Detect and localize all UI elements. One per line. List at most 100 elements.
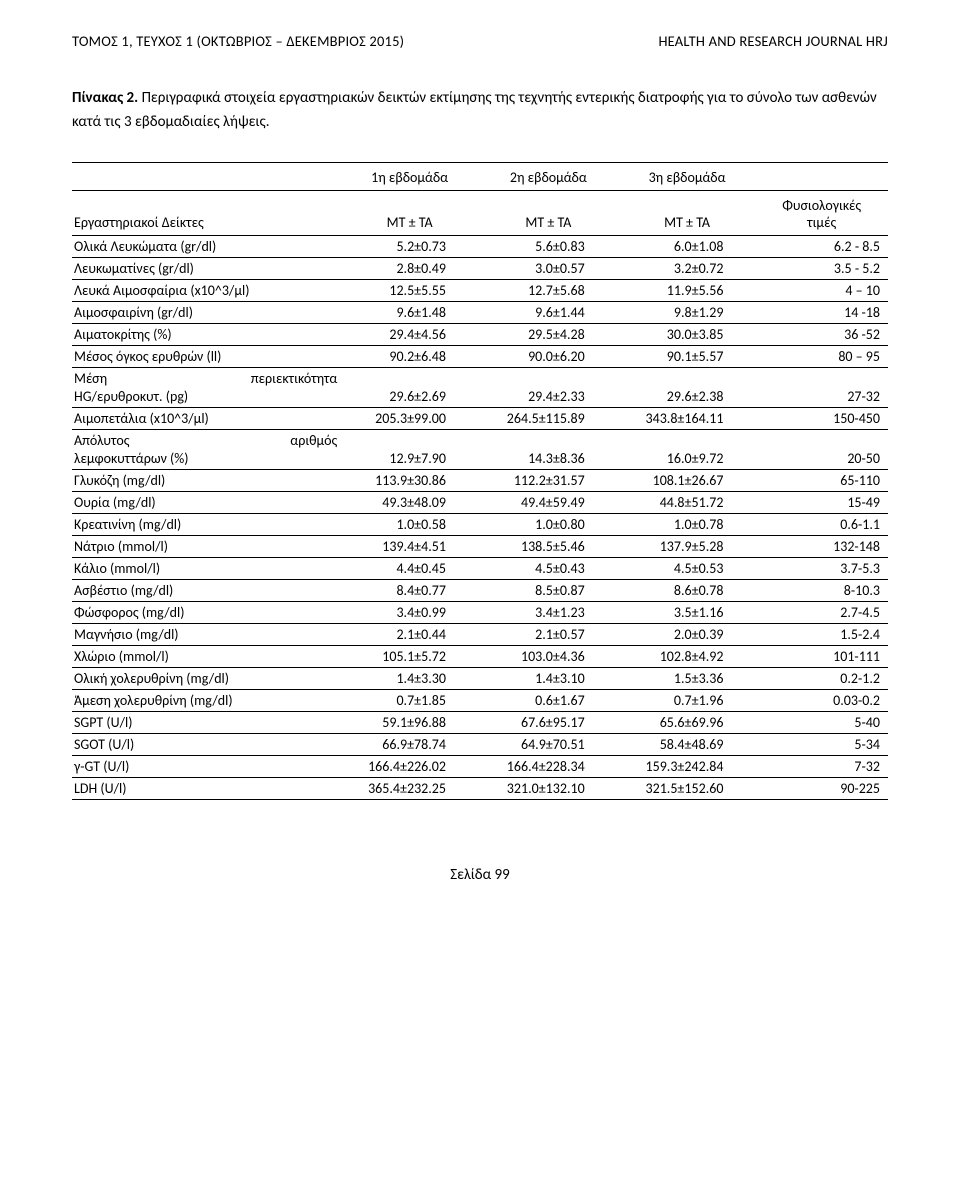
row-value: 29.4±4.56 xyxy=(341,324,480,346)
row-value: 205.3±99.00 xyxy=(341,408,480,430)
row-value: 3.4±1.23 xyxy=(480,602,619,624)
table-row: Χλώριο (mmol/l)105.1±5.72103.0±4.36102.8… xyxy=(72,646,888,668)
row-value: 166.4±228.34 xyxy=(480,756,619,778)
row-value: 105.1±5.72 xyxy=(341,646,480,668)
row-label: SGPT (U/l) xyxy=(72,712,341,734)
table-row: Μαγνήσιο (mg/dl)2.1±0.442.1±0.572.0±0.39… xyxy=(72,624,888,646)
row-value: 29.4±2.33 xyxy=(480,368,619,408)
row-label: Αιμοπετάλια (x10^3/μl) xyxy=(72,408,341,430)
row-label: Φώσφορος (mg/dl) xyxy=(72,602,341,624)
row-value: 90.0±6.20 xyxy=(480,346,619,368)
row-value: 3.2±0.72 xyxy=(619,258,758,280)
row-value: 66.9±78.74 xyxy=(341,734,480,756)
row-value: 1.4±3.30 xyxy=(341,668,480,690)
row-normal: 20-50 xyxy=(757,430,888,470)
header-left: ΤΟΜΟΣ 1, ΤΕΥΧΟΣ 1 (ΟΚΤΩΒΡΙΟΣ – ΔΕΚΕΜΒΡΙΟ… xyxy=(72,32,404,50)
row-value: 90.1±5.57 xyxy=(619,346,758,368)
row-label: Αιμοσφαιρίνη (gr/dl) xyxy=(72,302,341,324)
row-normal: 0.03-0.2 xyxy=(757,690,888,712)
row-value: 113.9±30.86 xyxy=(341,470,480,492)
table-row: SGOT (U/l)66.9±78.7464.9±70.5158.4±48.69… xyxy=(72,734,888,756)
table-row: Αιμοσφαιρίνη (gr/dl)9.6±1.489.6±1.449.8±… xyxy=(72,302,888,324)
row-value: 321.0±132.10 xyxy=(480,778,619,800)
row-value: 3.0±0.57 xyxy=(480,258,619,280)
row-value: 264.5±115.89 xyxy=(480,408,619,430)
page-footer: Σελίδα 99 xyxy=(72,866,888,884)
col-indicators: Εργαστηριακοί Δείκτες xyxy=(72,191,341,236)
table-row: Ολική χολερυθρίνη (mg/dl)1.4±3.301.4±3.1… xyxy=(72,668,888,690)
row-normal: 65-110 xyxy=(757,470,888,492)
table-row: Αιματοκρίτης (%)29.4±4.5629.5±4.2830.0±3… xyxy=(72,324,888,346)
row-value: 166.4±226.02 xyxy=(341,756,480,778)
row-value: 159.3±242.84 xyxy=(619,756,758,778)
row-normal: 15-49 xyxy=(757,492,888,514)
row-label: γ-GT (U/l) xyxy=(72,756,341,778)
row-value: 108.1±26.67 xyxy=(619,470,758,492)
col-mt2: ΜΤ ± ΤΑ xyxy=(480,191,619,236)
row-value: 29.6±2.69 xyxy=(341,368,480,408)
row-value: 12.9±7.90 xyxy=(341,430,480,470)
row-label: SGOT (U/l) xyxy=(72,734,341,756)
row-value: 11.9±5.56 xyxy=(619,280,758,302)
table-row: Νάτριο (mmol/l)139.4±4.51138.5±5.46137.9… xyxy=(72,536,888,558)
table-row: Λευκά Αιμοσφαίρια (x10^3/μl)12.5±5.5512.… xyxy=(72,280,888,302)
row-value: 1.4±3.10 xyxy=(480,668,619,690)
col-mt1: ΜΤ ± ΤΑ xyxy=(341,191,480,236)
row-label: Μέσος όγκος ερυθρών (ll) xyxy=(72,346,341,368)
table-row: Άμεση χολερυθρίνη (mg/dl)0.7±1.850.6±1.6… xyxy=(72,690,888,712)
row-value: 1.5±3.36 xyxy=(619,668,758,690)
row-label: Ασβέστιο (mg/dl) xyxy=(72,580,341,602)
row-normal: 80 – 95 xyxy=(757,346,888,368)
row-value: 1.0±0.58 xyxy=(341,514,480,536)
row-value: 365.4±232.25 xyxy=(341,778,480,800)
row-value: 3.5±1.16 xyxy=(619,602,758,624)
row-value: 65.6±69.96 xyxy=(619,712,758,734)
row-value: 9.6±1.48 xyxy=(341,302,480,324)
row-label: Ολικά Λευκώματα (gr/dl) xyxy=(72,236,341,258)
table-caption: Πίνακας 2. Περιγραφικά στοιχεία εργαστηρ… xyxy=(72,86,888,134)
row-normal: 4 – 10 xyxy=(757,280,888,302)
table-row: Ασβέστιο (mg/dl)8.4±0.778.5±0.878.6±0.78… xyxy=(72,580,888,602)
row-label: Νάτριο (mmol/l) xyxy=(72,536,341,558)
row-value: 0.7±1.85 xyxy=(341,690,480,712)
row-value: 2.0±0.39 xyxy=(619,624,758,646)
row-label: Άμεση χολερυθρίνη (mg/dl) xyxy=(72,690,341,712)
row-value: 8.6±0.78 xyxy=(619,580,758,602)
row-value: 5.2±0.73 xyxy=(341,236,480,258)
row-normal: 8-10.3 xyxy=(757,580,888,602)
row-normal: 0.6-1.1 xyxy=(757,514,888,536)
row-normal: 7-32 xyxy=(757,756,888,778)
header-right: HEALTH AND RESEARCH JOURNAL HRJ xyxy=(658,32,888,50)
table-row: Απόλυτοςαριθμόςλεμφοκυττάρων (%)12.9±7.9… xyxy=(72,430,888,470)
row-normal: 27-32 xyxy=(757,368,888,408)
row-value: 49.3±48.09 xyxy=(341,492,480,514)
row-value: 8.5±0.87 xyxy=(480,580,619,602)
col-normal-line1: Φυσιολογικές xyxy=(759,197,884,214)
row-value: 0.7±1.96 xyxy=(619,690,758,712)
row-normal: 3.5 - 5.2 xyxy=(757,258,888,280)
row-value: 3.4±0.99 xyxy=(341,602,480,624)
row-label: Μαγνήσιο (mg/dl) xyxy=(72,624,341,646)
table-row: LDH (U/l)365.4±232.25321.0±132.10321.5±1… xyxy=(72,778,888,800)
caption-text: Περιγραφικά στοιχεία εργαστηριακών δεικτ… xyxy=(72,89,877,131)
row-value: 102.8±4.92 xyxy=(619,646,758,668)
row-value: 58.4±48.69 xyxy=(619,734,758,756)
row-label: Αιματοκρίτης (%) xyxy=(72,324,341,346)
row-normal: 5-40 xyxy=(757,712,888,734)
row-label: ΜέσηπεριεκτικότηταHG/ερυθροκυτ. (pg) xyxy=(72,368,341,408)
row-value: 138.5±5.46 xyxy=(480,536,619,558)
row-value: 14.3±8.36 xyxy=(480,430,619,470)
row-value: 67.6±95.17 xyxy=(480,712,619,734)
row-value: 29.5±4.28 xyxy=(480,324,619,346)
row-value: 44.8±51.72 xyxy=(619,492,758,514)
col-normal-line2: τιμές xyxy=(759,214,884,231)
row-value: 16.0±9.72 xyxy=(619,430,758,470)
table-row: SGPT (U/l)59.1±96.8867.6±95.1765.6±69.96… xyxy=(72,712,888,734)
table-row: ΜέσηπεριεκτικότηταHG/ερυθροκυτ. (pg)29.6… xyxy=(72,368,888,408)
row-label: Κρεατινίνη (mg/dl) xyxy=(72,514,341,536)
row-value: 9.6±1.44 xyxy=(480,302,619,324)
row-value: 12.5±5.55 xyxy=(341,280,480,302)
row-value: 2.1±0.44 xyxy=(341,624,480,646)
row-normal: 0.2-1.2 xyxy=(757,668,888,690)
row-normal: 3.7-5.3 xyxy=(757,558,888,580)
